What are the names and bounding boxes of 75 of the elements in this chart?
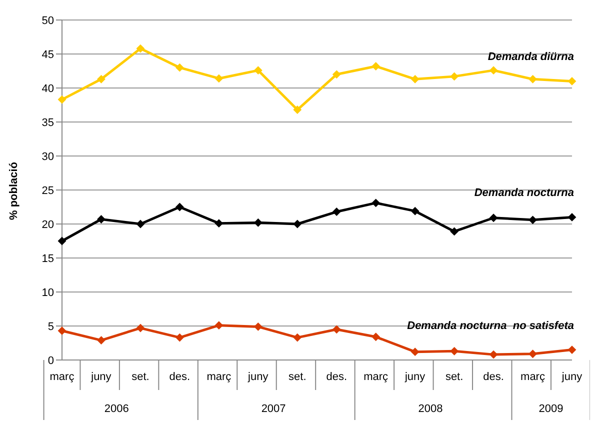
point <box>450 347 458 356</box>
point <box>254 218 262 227</box>
point <box>450 227 458 236</box>
point <box>214 321 223 330</box>
x-tick-label: juny <box>90 371 112 383</box>
y-tick-label: 25 <box>42 184 54 197</box>
point <box>528 216 537 224</box>
series-label: Demanda nocturna no satisfeta <box>407 320 574 332</box>
point <box>411 207 420 216</box>
point <box>254 66 262 74</box>
point <box>490 214 498 222</box>
y-tick-label: 15 <box>42 252 54 265</box>
y-axis-title: % població <box>8 162 20 220</box>
point <box>568 213 576 222</box>
y-tick-label: 5 <box>48 320 54 333</box>
x-tick-label: set. <box>132 371 150 383</box>
point <box>372 332 380 341</box>
x-tick-label: març <box>520 371 546 383</box>
y-tick-label: 40 <box>42 82 54 95</box>
point <box>490 66 498 74</box>
point <box>332 208 341 216</box>
point <box>293 220 302 228</box>
y-tick-label: 35 <box>42 116 54 129</box>
point <box>214 219 223 228</box>
x-tick-label: març <box>50 371 75 383</box>
x-tick-label: juny <box>560 371 583 383</box>
series-label: Demanda diürna <box>488 51 574 64</box>
y-tick-label: 50 <box>42 14 54 27</box>
point <box>58 96 66 104</box>
x-tick-label: des. <box>326 371 348 383</box>
point <box>293 106 302 114</box>
text: 2009 <box>538 403 564 415</box>
x-tick-label: des. <box>483 371 504 383</box>
point <box>97 336 106 344</box>
point <box>568 346 576 354</box>
point <box>332 70 341 78</box>
x-tick-label: set. <box>288 371 306 383</box>
y-tick-label: 20 <box>42 218 54 231</box>
text: 2007 <box>261 403 286 415</box>
point <box>450 72 458 80</box>
point <box>176 64 184 72</box>
point <box>411 75 420 84</box>
text: 2006 <box>104 403 129 415</box>
point <box>528 350 537 358</box>
point <box>568 77 576 86</box>
point <box>332 325 341 334</box>
point <box>97 75 106 84</box>
point <box>58 237 66 245</box>
point <box>528 75 537 84</box>
point <box>490 350 498 359</box>
x-tick-label: juny <box>404 371 426 383</box>
series-label: Demanda nocturna <box>474 187 574 200</box>
point <box>411 348 420 356</box>
point <box>176 203 184 211</box>
point <box>254 322 262 331</box>
x-tick-label: març <box>206 371 232 383</box>
point <box>136 220 144 228</box>
point <box>372 198 380 207</box>
point <box>136 44 144 53</box>
x-tick-label: des. <box>169 371 190 383</box>
point <box>214 74 223 82</box>
point <box>176 334 184 342</box>
x-tick-label: set. <box>445 371 464 383</box>
point <box>293 334 302 342</box>
point <box>58 326 66 335</box>
point <box>136 324 144 332</box>
y-tick-label: 30 <box>42 150 54 163</box>
point <box>97 215 106 224</box>
x-tick-label: juny <box>247 371 269 383</box>
text: 2008 <box>418 403 443 415</box>
point <box>372 62 380 70</box>
y-tick-label: 10 <box>42 286 54 299</box>
x-tick-label: març <box>364 371 389 383</box>
y-tick-label: 45 <box>42 48 54 61</box>
y-tick-label: 0 <box>48 354 54 367</box>
